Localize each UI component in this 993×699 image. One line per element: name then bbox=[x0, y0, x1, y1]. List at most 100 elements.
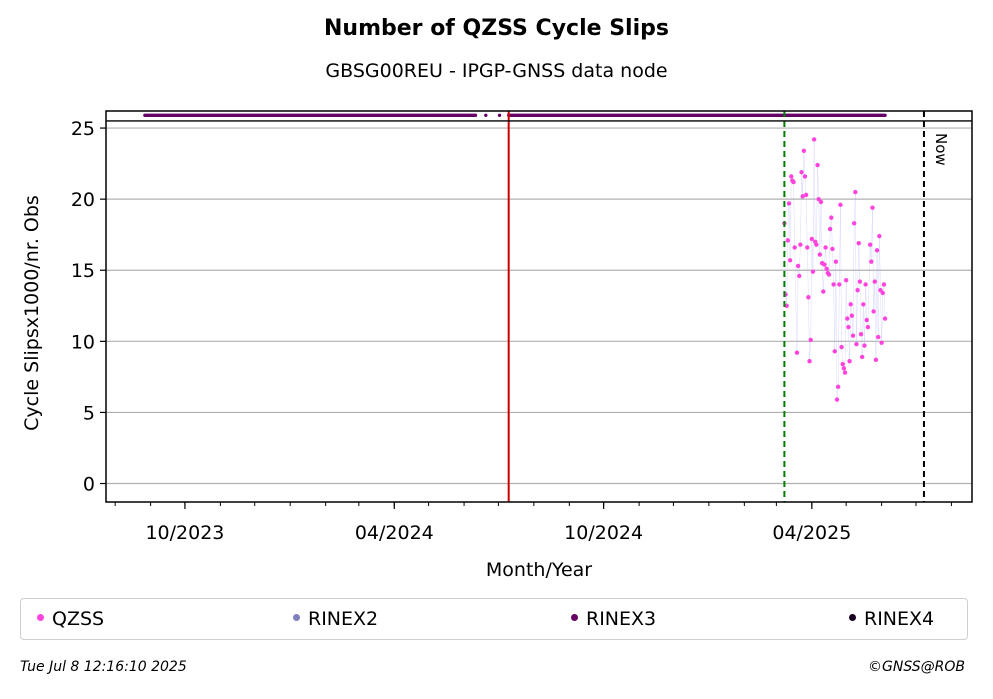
legend-label-rinex3: RINEX3 bbox=[586, 608, 657, 630]
qzss-data-point bbox=[834, 397, 840, 402]
qzss-data-point bbox=[882, 316, 888, 321]
y-tick-label: 0 bbox=[83, 474, 95, 496]
grid-layer bbox=[106, 127, 972, 485]
qzss-data-point bbox=[850, 333, 856, 338]
qzss-data-point bbox=[785, 238, 791, 243]
qzss-data-point bbox=[787, 258, 793, 263]
qzss-data-point bbox=[826, 272, 832, 277]
qzss-data-point bbox=[803, 192, 809, 198]
qzss-trace-line bbox=[784, 139, 886, 400]
series-layer bbox=[143, 113, 888, 402]
qzss-data-point bbox=[830, 246, 835, 252]
qzss-data-point bbox=[864, 317, 869, 323]
plot-frame bbox=[105, 110, 973, 503]
y-tick-label: 15 bbox=[71, 260, 95, 282]
qzss-data-point bbox=[849, 313, 855, 318]
x-axis-label: Month/Year bbox=[486, 559, 592, 581]
qzss-data-point bbox=[839, 344, 844, 350]
qzss-data-point bbox=[806, 295, 811, 300]
x-tick-label: 04/2024 bbox=[355, 522, 434, 544]
qzss-data-point bbox=[798, 242, 803, 247]
qzss-data-point bbox=[869, 259, 874, 264]
qzss-data-point bbox=[846, 324, 851, 330]
qzss-data-point bbox=[858, 332, 864, 337]
qzss-data-point bbox=[810, 269, 816, 274]
qzss-data-point bbox=[872, 279, 877, 284]
rinex3-availability-point bbox=[883, 113, 887, 117]
legend-item-qzss: QZSS bbox=[37, 608, 104, 630]
qzss-data-point bbox=[862, 343, 867, 348]
qzss-data-point bbox=[805, 245, 810, 250]
legend-marker-rinex4 bbox=[849, 614, 856, 621]
legend-item-rinex4: RINEX4 bbox=[849, 608, 934, 630]
qzss-data-point bbox=[843, 277, 849, 283]
qzss-data-point bbox=[797, 273, 802, 279]
y-tick-label: 10 bbox=[71, 331, 95, 353]
rinex3-availability-point bbox=[484, 113, 488, 117]
legend-marker-qzss bbox=[37, 614, 44, 621]
qzss-data-point bbox=[807, 359, 812, 364]
qzss-data-point bbox=[784, 303, 789, 308]
footer-credit: ©GNSS@ROB bbox=[868, 659, 965, 675]
qzss-data-point bbox=[879, 340, 884, 345]
y-tick-label: 20 bbox=[71, 189, 95, 211]
qzss-data-point bbox=[863, 282, 868, 287]
qzss-data-point bbox=[822, 262, 827, 267]
chart-title: Number of QZSS Cycle Slips bbox=[324, 16, 669, 41]
qzss-data-point bbox=[875, 334, 881, 340]
qzss-data-point bbox=[802, 174, 808, 179]
qzss-data-point bbox=[811, 137, 817, 142]
legend-marker-rinex3 bbox=[571, 614, 578, 621]
qzss-data-point bbox=[818, 199, 824, 205]
qzss-data-point bbox=[854, 341, 859, 347]
qzss-data-point bbox=[845, 316, 850, 321]
qzss-data-point bbox=[829, 215, 834, 220]
x-tick-label: 04/2025 bbox=[772, 522, 851, 544]
qzss-data-point bbox=[815, 162, 820, 168]
qzss-data-point bbox=[837, 282, 842, 287]
qzss-data-point bbox=[842, 370, 848, 375]
rinex3-availability-point bbox=[473, 113, 478, 117]
qzss-data-point bbox=[874, 248, 880, 253]
qzss-data-point bbox=[824, 266, 829, 272]
qzss-data-point bbox=[823, 245, 828, 250]
qzss-data-point bbox=[840, 361, 845, 367]
qzss-data-point bbox=[851, 221, 857, 226]
qzss-data-point bbox=[821, 289, 826, 294]
qzss-data-point bbox=[855, 287, 860, 293]
legend-label-qzss: QZSS bbox=[52, 608, 105, 630]
qzss-data-point bbox=[853, 189, 858, 195]
qzss-data-point bbox=[881, 282, 887, 287]
qzss-data-point bbox=[847, 359, 852, 364]
footer-timestamp: Tue Jul 8 12:16:10 2025 bbox=[20, 659, 187, 675]
qzss-data-point bbox=[794, 350, 800, 355]
axes-layer: 0 5 10 15 20 25 10/2023 04/2024 10/2024 04/2025 bbox=[71, 110, 973, 544]
qzss-data-point bbox=[808, 337, 813, 343]
marker-layer: Now bbox=[507, 111, 950, 502]
qzss-data-point bbox=[856, 241, 861, 246]
qzss-data-point bbox=[877, 233, 882, 239]
legend-item-rinex2: RINEX2 bbox=[293, 608, 378, 630]
legend-marker-rinex2 bbox=[293, 614, 300, 621]
qzss-data-point bbox=[801, 148, 807, 154]
legend-label-rinex2: RINEX2 bbox=[308, 608, 379, 630]
qzss-data-point bbox=[817, 252, 823, 257]
qzss-data-point bbox=[848, 302, 853, 307]
qzss-data-point bbox=[832, 349, 837, 354]
legend: QZSS RINEX2 RINEX3 RINEX4 bbox=[20, 598, 968, 640]
qzss-data-point bbox=[841, 366, 847, 371]
qzss-data-point bbox=[833, 259, 839, 264]
qzss-data-point bbox=[871, 309, 876, 314]
qzss-data-point bbox=[800, 194, 805, 199]
x-tick-label: 10/2024 bbox=[564, 522, 643, 544]
qzss-data-point bbox=[835, 384, 841, 390]
qzss-data-point bbox=[861, 302, 866, 307]
qzss-data-point bbox=[814, 242, 819, 247]
qzss-data-point bbox=[873, 357, 879, 363]
qzss-data-point bbox=[791, 179, 796, 185]
now-marker-label: Now bbox=[932, 133, 950, 166]
y-axis-label: Cycle Slipsx1000/nr. Obs bbox=[21, 195, 43, 431]
qzss-data-point bbox=[859, 354, 865, 360]
qzss-data-point bbox=[867, 242, 873, 247]
qzss-data-point bbox=[838, 202, 843, 208]
